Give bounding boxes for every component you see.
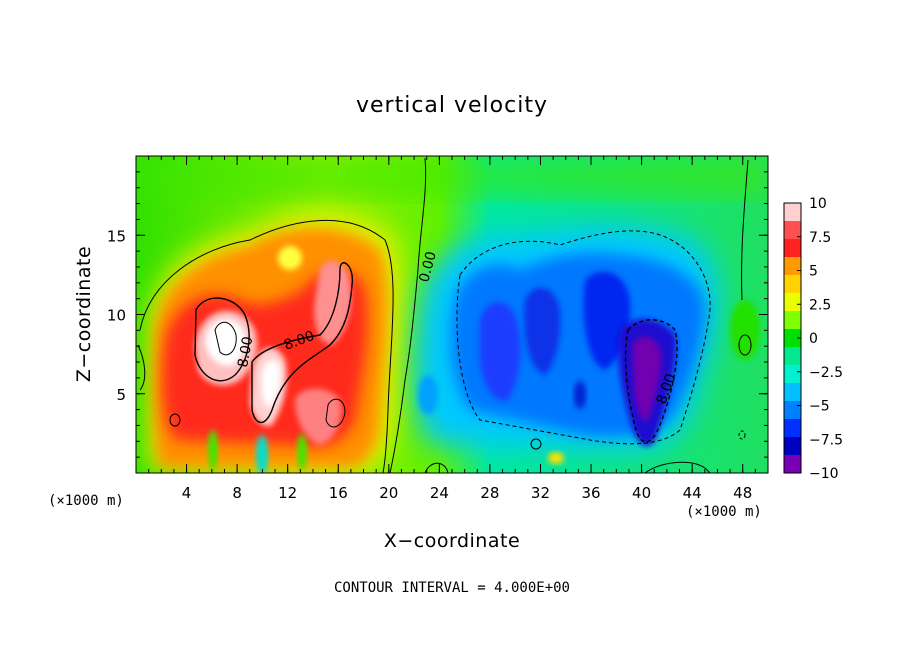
colorbar-swatch bbox=[784, 383, 801, 402]
contour-eight-mid bbox=[251, 262, 354, 424]
x-tick-label: 20 bbox=[379, 484, 398, 502]
updraft-core-2-white bbox=[261, 360, 281, 408]
colorbar-label: −7.5 bbox=[809, 432, 843, 448]
x-tick-label: 48 bbox=[733, 484, 752, 502]
colorbar-swatch bbox=[784, 239, 801, 258]
x-tick-label: 12 bbox=[278, 484, 297, 502]
colorbar-swatch bbox=[784, 293, 801, 312]
y-tick-label: 5 bbox=[116, 386, 126, 404]
x-tick-label: 32 bbox=[531, 484, 550, 502]
colorbar: 10 7.5 5 2.5 0 −2.5 −5 −7.5 −10 bbox=[783, 196, 843, 482]
colorbar-swatch bbox=[784, 419, 801, 438]
colorbar-swatch bbox=[784, 275, 801, 294]
surface-streak-2 bbox=[208, 430, 218, 470]
downdraft-core-4-deep bbox=[632, 336, 662, 421]
contour-label: 0.00 bbox=[416, 250, 440, 284]
downdraft-spot-bottom bbox=[574, 381, 586, 409]
contour-lines bbox=[137, 157, 752, 473]
updraft-core-3 bbox=[314, 260, 352, 345]
x-tick-label: 44 bbox=[683, 484, 702, 502]
contour-neg-core bbox=[624, 319, 678, 443]
colorbar-swatch bbox=[784, 203, 801, 222]
y-tick-label: 15 bbox=[107, 227, 126, 245]
contour-small-ring-4 bbox=[738, 430, 746, 440]
colorbar-label: −2.5 bbox=[809, 365, 843, 381]
contour-small-ring-1 bbox=[169, 413, 181, 427]
x-tick-label: 8 bbox=[232, 484, 242, 502]
colorbar-swatch bbox=[784, 311, 801, 330]
colorbar-swatch bbox=[784, 455, 801, 474]
colorbar-label: 5 bbox=[809, 264, 818, 280]
colorbar-label: 7.5 bbox=[809, 230, 831, 246]
contour-small-ring-2 bbox=[738, 334, 752, 356]
contour-eight-left bbox=[194, 297, 250, 382]
x-tick-label: 28 bbox=[480, 484, 499, 502]
x-unit-label-left: (×1000 m) bbox=[48, 493, 124, 509]
colorbar-swatch bbox=[784, 257, 801, 276]
colorbar-swatch bbox=[784, 365, 801, 384]
x-tick-label: 4 bbox=[182, 484, 192, 502]
colorbar-label: −10 bbox=[809, 466, 839, 482]
contour-zero-right bbox=[741, 159, 749, 301]
downdraft-core-2 bbox=[524, 287, 561, 375]
contour-zero-mid bbox=[389, 157, 427, 473]
x-tick-label: 16 bbox=[329, 484, 348, 502]
contour-bottom-right bbox=[644, 461, 711, 473]
yellow-spot bbox=[278, 246, 302, 270]
upper-band bbox=[136, 156, 768, 196]
colorbar-label: 0 bbox=[809, 331, 818, 347]
y-tick-label: 10 bbox=[107, 307, 126, 325]
surface-spot-yellow bbox=[548, 452, 564, 464]
surface-streak-3 bbox=[297, 434, 307, 470]
colorbar-swatch bbox=[784, 437, 801, 456]
colorbar-swatch bbox=[784, 221, 801, 240]
colorbar-swatch bbox=[784, 329, 801, 348]
contour-interval-note: CONTOUR INTERVAL = 4.000E+00 bbox=[334, 580, 570, 596]
x-axis-label: X−coordinate bbox=[384, 530, 520, 552]
chart-title: vertical velocity bbox=[356, 93, 548, 118]
contour-zero-left bbox=[139, 219, 394, 473]
contour-small-ring-3 bbox=[530, 438, 542, 450]
contour-label: 8.00 bbox=[235, 335, 256, 368]
surface-streak-1 bbox=[256, 435, 268, 473]
contour-left-edge bbox=[137, 344, 146, 391]
contour-eight-small bbox=[325, 398, 346, 428]
x-tick-label: 24 bbox=[430, 484, 449, 502]
contour-sixteen-left bbox=[214, 321, 237, 356]
colorbar-label: 2.5 bbox=[809, 297, 831, 313]
heatmap-field bbox=[136, 156, 768, 473]
x-tick-label: 40 bbox=[632, 484, 651, 502]
x-unit-label-right: (×1000 m) bbox=[686, 504, 762, 520]
downdraft-core-1 bbox=[480, 302, 521, 401]
contour-neg-dashed bbox=[456, 230, 711, 445]
y-axis-label: Z−coordinate bbox=[73, 246, 95, 382]
colorbar-swatch bbox=[784, 347, 801, 366]
right-edge-green bbox=[730, 300, 760, 360]
downdraft-spot-left bbox=[418, 375, 438, 415]
colorbar-swatch bbox=[784, 401, 801, 420]
x-tick-label: 36 bbox=[581, 484, 600, 502]
colorbar-label: −5 bbox=[809, 399, 830, 415]
colorbar-label: 10 bbox=[809, 196, 827, 212]
